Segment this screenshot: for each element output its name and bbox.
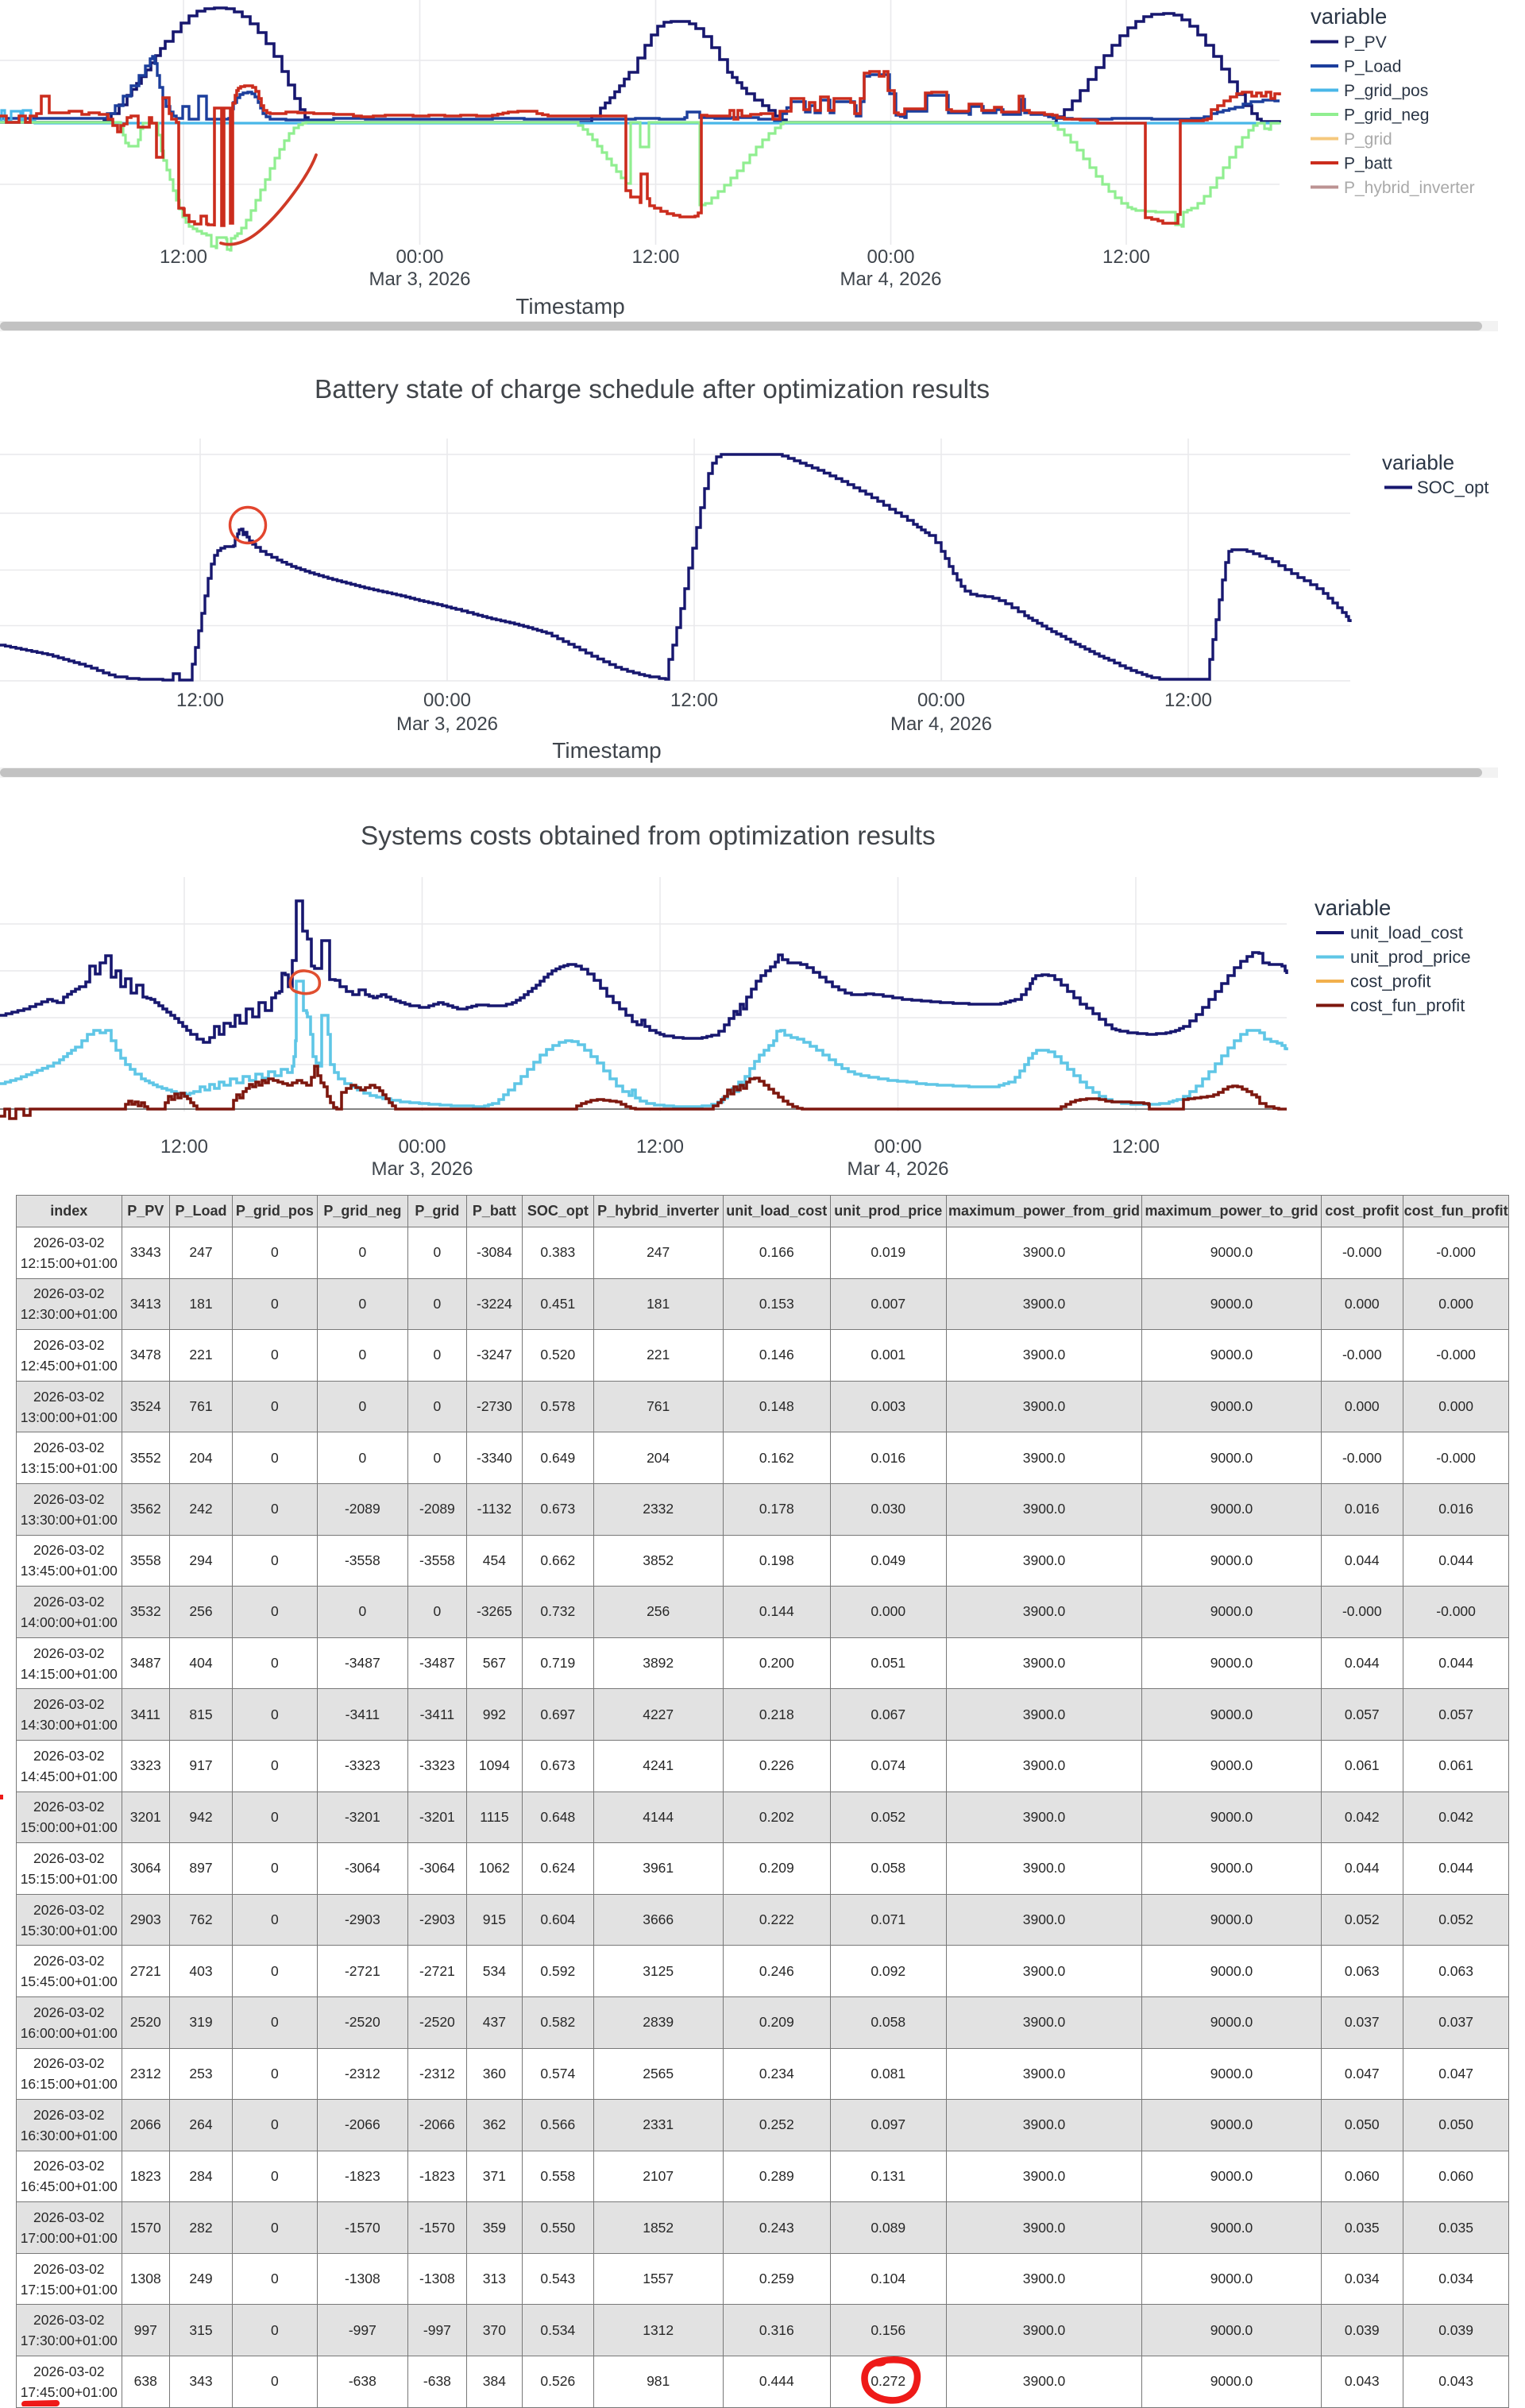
svg-text:variable: variable bbox=[1311, 4, 1387, 29]
svg-text:P_grid_neg: P_grid_neg bbox=[1344, 106, 1429, 125]
svg-text:12:00: 12:00 bbox=[160, 1136, 208, 1158]
svg-text:Mar 4, 2026: Mar 4, 2026 bbox=[890, 713, 992, 735]
svg-text:P_hybrid_inverter: P_hybrid_inverter bbox=[1344, 179, 1475, 197]
svg-text:00:00: 00:00 bbox=[917, 690, 965, 711]
svg-text:Mar 3, 2026: Mar 3, 2026 bbox=[396, 713, 498, 735]
svg-text:Mar 4, 2026: Mar 4, 2026 bbox=[847, 1158, 948, 1180]
svg-text:12:00: 12:00 bbox=[670, 690, 718, 711]
svg-text:P_PV: P_PV bbox=[1344, 33, 1387, 52]
svg-text:cost_fun_profit: cost_fun_profit bbox=[1350, 995, 1465, 1015]
svg-text:Mar 3, 2026: Mar 3, 2026 bbox=[369, 269, 470, 290]
svg-text:00:00: 00:00 bbox=[423, 690, 471, 711]
svg-text:Mar 3, 2026: Mar 3, 2026 bbox=[371, 1158, 473, 1180]
svg-text:12:00: 12:00 bbox=[176, 690, 224, 711]
svg-text:12:00: 12:00 bbox=[160, 246, 207, 268]
svg-text:00:00: 00:00 bbox=[396, 246, 443, 268]
svg-text:00:00: 00:00 bbox=[874, 1136, 921, 1158]
svg-text:P_batt: P_batt bbox=[1344, 155, 1392, 173]
svg-text:00:00: 00:00 bbox=[398, 1136, 446, 1158]
svg-text:12:00: 12:00 bbox=[1164, 690, 1212, 711]
svg-text:12:00: 12:00 bbox=[631, 246, 679, 268]
svg-text:cost_profit: cost_profit bbox=[1350, 972, 1431, 991]
svg-text:00:00: 00:00 bbox=[867, 246, 914, 268]
svg-text:unit_prod_price: unit_prod_price bbox=[1350, 947, 1471, 967]
svg-text:12:00: 12:00 bbox=[1102, 246, 1150, 268]
svg-text:Mar 4, 2026: Mar 4, 2026 bbox=[840, 269, 941, 290]
svg-text:variable: variable bbox=[1315, 895, 1391, 920]
svg-text:Timestamp: Timestamp bbox=[515, 294, 624, 318]
svg-text:P_grid_pos: P_grid_pos bbox=[1344, 82, 1428, 100]
svg-text:unit_load_cost: unit_load_cost bbox=[1350, 923, 1463, 943]
svg-text:Timestamp: Timestamp bbox=[552, 738, 661, 763]
svg-text:P_Load: P_Load bbox=[1344, 58, 1401, 76]
svg-text:P_grid: P_grid bbox=[1344, 130, 1392, 149]
svg-text:12:00: 12:00 bbox=[1112, 1136, 1160, 1158]
svg-text:SOC_opt: SOC_opt bbox=[1417, 477, 1489, 497]
svg-text:variable: variable bbox=[1382, 450, 1454, 474]
svg-text:12:00: 12:00 bbox=[636, 1136, 684, 1158]
